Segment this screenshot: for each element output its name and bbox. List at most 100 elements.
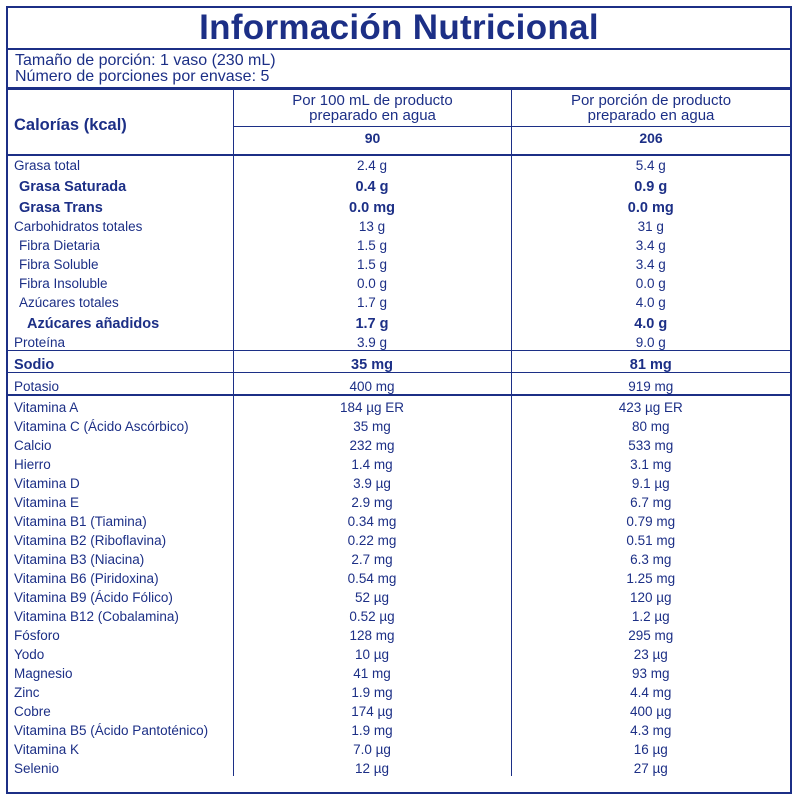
nutrient-table-body: Grasa total 2.4 g 5.4 g Grasa Saturada 0.4 g…	[8, 154, 790, 776]
nutrient-name: Vitamina B2 (Riboflavina)	[14, 533, 167, 548]
nutrient-name: Zinc	[14, 685, 40, 700]
table-row: Fósforo 128 mg 295 mg	[8, 624, 790, 643]
value-per-100ml: 2.4 g	[232, 154, 511, 173]
value-per-100ml: 174 µg	[232, 700, 511, 719]
table-row: Vitamina B9 (Ácido Fólico) 52 µg 120 µg	[8, 586, 790, 605]
value-per-100ml: 35 mg	[232, 350, 511, 373]
serving-size: Tamaño de porción: 1 vaso (230 mL)	[15, 52, 276, 69]
value-per-portion: 3.4 g	[510, 253, 790, 272]
nutrition-facts-panel: Información Nutricional Tamaño de porció…	[6, 6, 792, 794]
nutrient-name: Hierro	[14, 457, 51, 472]
value-per-100ml: 1.4 mg	[232, 453, 511, 472]
value-per-100ml: 1.5 g	[232, 234, 511, 253]
value-per-100ml: 3.9 µg	[232, 472, 511, 491]
value-per-portion: 27 µg	[510, 757, 790, 776]
value-per-100ml: 35 mg	[232, 415, 511, 434]
nutrient-name: Vitamina B3 (Niacina)	[14, 552, 145, 567]
value-per-100ml: 400 mg	[232, 372, 511, 396]
nutrient-name: Proteína	[8, 331, 233, 351]
nutrient-name: Yodo	[14, 647, 45, 662]
value-per-portion: 3.1 mg	[510, 453, 790, 472]
table-row: Sodio 35 mg 81 mg	[8, 350, 790, 373]
value-per-portion: 23 µg	[510, 643, 790, 662]
serving-info: Tamaño de porción: 1 vaso (230 mL) Númer…	[8, 50, 790, 90]
nutrient-name: Magnesio	[14, 666, 73, 681]
table-row: Selenio 12 µg 27 µg	[8, 757, 790, 776]
value-per-100ml: 12 µg	[232, 757, 511, 776]
table-row: Cobre 174 µg 400 µg	[8, 700, 790, 719]
value-per-portion: 4.0 g	[510, 310, 790, 331]
value-per-100ml: 1.9 mg	[232, 681, 511, 700]
nutrient-name: Carbohidratos totales	[14, 219, 143, 234]
table-row: Vitamina B5 (Ácido Pantoténico) 1.9 mg 4.3…	[8, 719, 790, 738]
value-per-100ml: 232 mg	[232, 434, 511, 453]
value-per-100ml: 0.52 µg	[232, 605, 511, 624]
table-row: Carbohidratos totales 13 g 31 g	[8, 215, 790, 234]
nutrient-name: Vitamina C (Ácido Ascórbico)	[14, 419, 189, 434]
nutrient-name: Vitamina B5 (Ácido Pantoténico)	[14, 723, 209, 738]
table-row: Potasio 400 mg 919 mg	[8, 372, 790, 396]
value-per-portion: 919 mg	[510, 372, 790, 396]
table-row: Grasa Trans 0.0 mg 0.0 mg	[8, 194, 790, 215]
value-per-portion: 6.3 mg	[510, 548, 790, 567]
table-row: Hierro 1.4 mg 3.1 mg	[8, 453, 790, 472]
column-divider	[511, 90, 512, 154]
column-header-per-portion: Por porción de producto preparado en agu…	[512, 90, 790, 123]
value-per-portion: 423 µg ER	[510, 395, 790, 415]
value-per-portion: 0.51 mg	[510, 529, 790, 548]
value-per-100ml: 0.22 mg	[232, 529, 511, 548]
table-row: Vitamina A 184 µg ER 423 µg ER	[8, 395, 790, 415]
table-row: Fibra Dietaria 1.5 g 3.4 g	[8, 234, 790, 253]
value-per-100ml: 128 mg	[232, 624, 511, 643]
servings-per-container: Número de porciones por envase: 5	[15, 68, 270, 85]
value-per-100ml: 1.7 g	[232, 291, 511, 310]
table-row: Grasa Saturada 0.4 g 0.9 g	[8, 173, 790, 194]
nutrient-name: Vitamina B9 (Ácido Fólico)	[14, 590, 173, 605]
column-header-line: preparado en agua	[309, 107, 436, 124]
value-per-100ml: 2.7 mg	[232, 548, 511, 567]
value-per-100ml: 0.34 mg	[232, 510, 511, 529]
table-header: Calorías (kcal) Por 100 mL de producto p…	[8, 90, 790, 156]
value-per-100ml: 1.7 g	[232, 310, 511, 331]
value-per-portion: 9.0 g	[510, 331, 790, 351]
value-per-portion: 295 mg	[510, 624, 790, 643]
nutrient-name: Sodio	[8, 350, 233, 373]
table-row: Proteína 3.9 g 9.0 g	[8, 331, 790, 351]
value-per-portion: 80 mg	[510, 415, 790, 434]
value-per-portion: 533 mg	[510, 434, 790, 453]
nutrient-name: Vitamina B12 (Cobalamina)	[14, 609, 179, 624]
value-per-100ml: 3.9 g	[232, 331, 511, 351]
table-row: Zinc 1.9 mg 4.4 mg	[8, 681, 790, 700]
value-per-portion: 9.1 µg	[510, 472, 790, 491]
table-row: Vitamina B6 (Piridoxina) 0.54 mg 1.25 mg	[8, 567, 790, 586]
value-per-portion: 1.25 mg	[510, 567, 790, 586]
value-per-100ml: 10 µg	[232, 643, 511, 662]
nutrient-name: Grasa total	[14, 158, 81, 173]
table-row: Vitamina E 2.9 mg 6.7 mg	[8, 491, 790, 510]
value-per-100ml: 1.9 mg	[232, 719, 511, 738]
calories-label: Calorías (kcal)	[14, 116, 127, 134]
value-per-portion: 1.2 µg	[510, 605, 790, 624]
nutrient-name: Grasa Saturada	[19, 179, 127, 194]
nutrient-name: Fibra Dietaria	[19, 238, 101, 253]
nutrient-name: Grasa Trans	[19, 200, 103, 215]
nutrient-name: Vitamina B1 (Tiamina)	[14, 514, 147, 529]
table-row: Calcio 232 mg 533 mg	[8, 434, 790, 453]
value-per-portion: 4.3 mg	[510, 719, 790, 738]
nutrient-name: Potasio	[8, 372, 233, 396]
table-row: Azúcares totales 1.7 g 4.0 g	[8, 291, 790, 310]
value-per-100ml: 0.0 mg	[232, 194, 511, 215]
value-per-100ml: 41 mg	[232, 662, 511, 681]
calories-per-100ml: 90	[364, 130, 381, 146]
value-per-portion: 3.4 g	[510, 234, 790, 253]
nutrient-name: Calcio	[14, 438, 52, 453]
nutrient-name: Vitamina A	[14, 400, 79, 415]
value-per-100ml: 1.5 g	[232, 253, 511, 272]
table-row: Vitamina C (Ácido Ascórbico) 35 mg 80 mg	[8, 415, 790, 434]
table-row: Yodo 10 µg 23 µg	[8, 643, 790, 662]
value-per-portion: 0.79 mg	[510, 510, 790, 529]
value-per-portion: 16 µg	[510, 738, 790, 757]
value-per-portion: 81 mg	[510, 350, 790, 373]
nutrient-name: Fibra Insoluble	[19, 276, 108, 291]
table-row: Magnesio 41 mg 93 mg	[8, 662, 790, 681]
